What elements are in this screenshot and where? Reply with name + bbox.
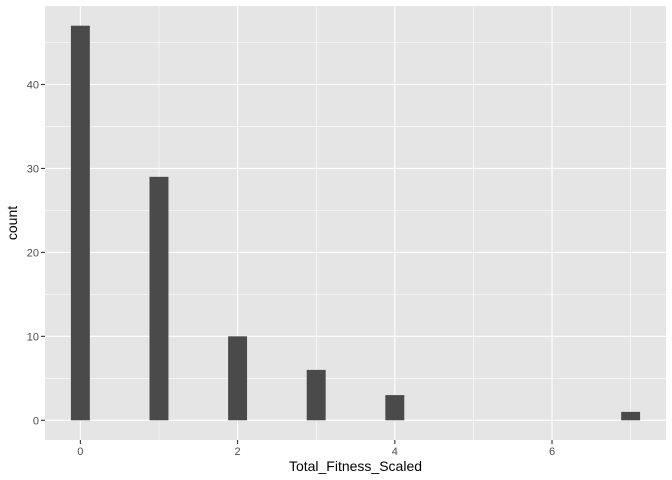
x-tick-label: 6: [549, 446, 555, 458]
bars: [70, 25, 641, 421]
y-axis-ticks: 0 10 20 30 40: [27, 79, 45, 427]
x-tick-label: 2: [235, 446, 241, 458]
major-gridlines: [45, 6, 666, 440]
bar: [70, 25, 90, 421]
y-axis-title: count: [4, 206, 20, 240]
y-tick-label: 30: [27, 163, 39, 175]
y-tick-label: 40: [27, 79, 39, 91]
bar: [385, 395, 405, 421]
x-tick-label: 0: [77, 446, 83, 458]
y-tick-label: 10: [27, 331, 39, 343]
y-tick-label: 20: [27, 247, 39, 259]
bar: [306, 369, 326, 421]
bar: [149, 176, 169, 421]
x-axis-title: Total_Fitness_Scaled: [289, 458, 422, 474]
plot-panel: [45, 6, 666, 440]
bar: [228, 336, 248, 421]
bar: [621, 411, 641, 421]
y-tick-label: 0: [33, 415, 39, 427]
x-axis-ticks: 0 2 4 6: [77, 440, 555, 458]
minor-gridlines: [45, 6, 666, 440]
x-tick-label: 4: [392, 446, 398, 458]
